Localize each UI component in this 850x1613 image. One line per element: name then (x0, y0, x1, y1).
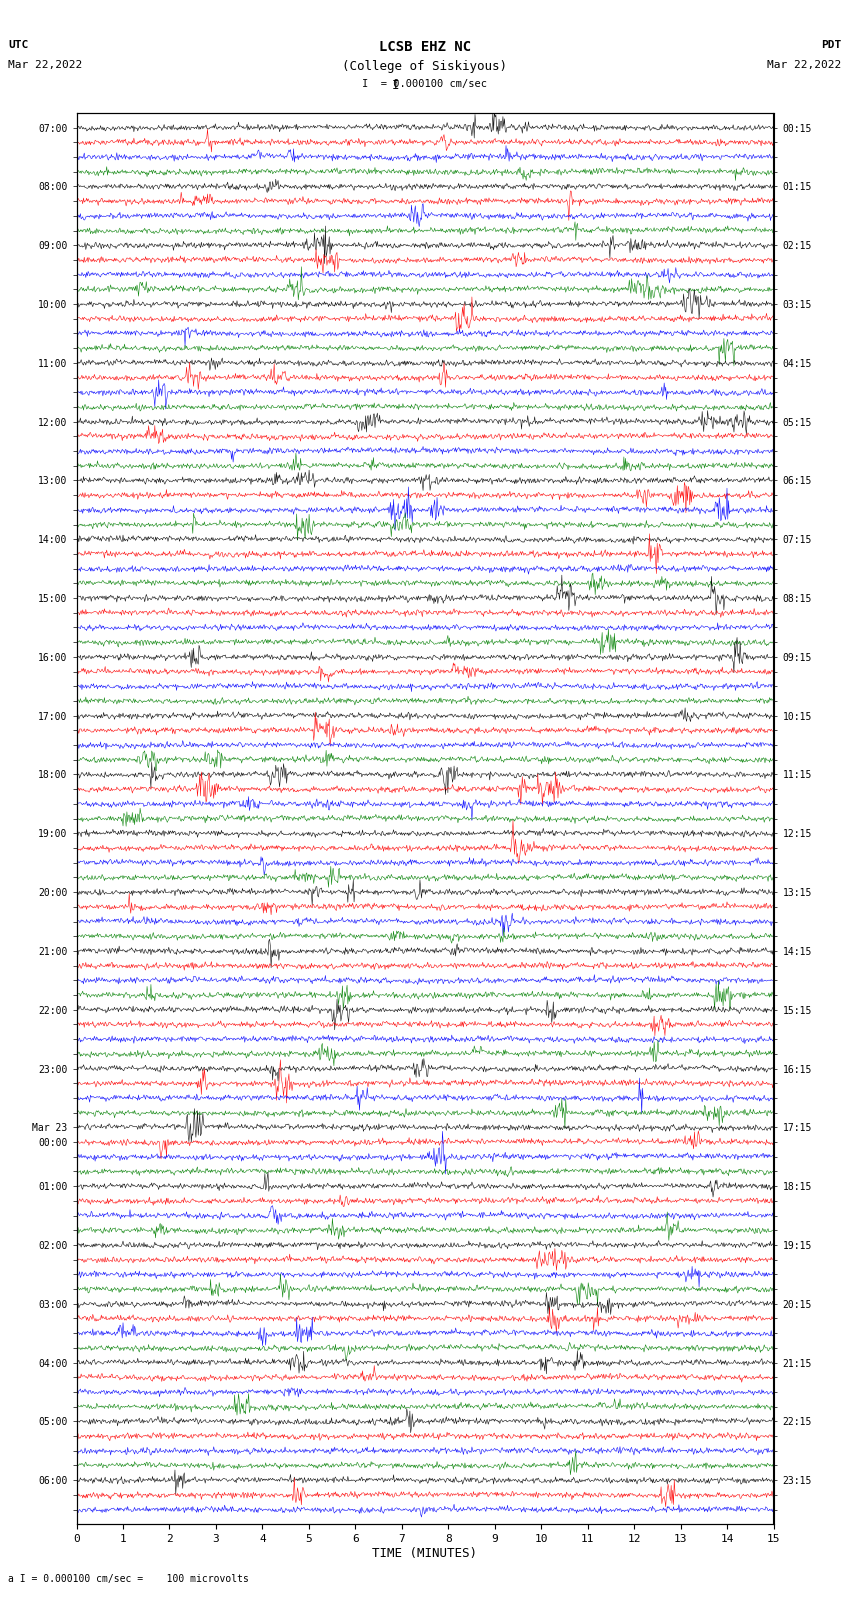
Text: LCSB EHZ NC: LCSB EHZ NC (379, 40, 471, 55)
Text: a I = 0.000100 cm/sec =    100 microvolts: a I = 0.000100 cm/sec = 100 microvolts (8, 1574, 249, 1584)
Text: UTC: UTC (8, 40, 29, 50)
Text: Mar 22,2022: Mar 22,2022 (8, 60, 82, 69)
X-axis label: TIME (MINUTES): TIME (MINUTES) (372, 1547, 478, 1560)
Text: PDT: PDT (821, 40, 842, 50)
Text: I: I (392, 79, 399, 92)
Text: (College of Siskiyous): (College of Siskiyous) (343, 60, 507, 73)
Text: Mar 22,2022: Mar 22,2022 (768, 60, 842, 69)
Text: I  = 0.000100 cm/sec: I = 0.000100 cm/sec (362, 79, 488, 89)
